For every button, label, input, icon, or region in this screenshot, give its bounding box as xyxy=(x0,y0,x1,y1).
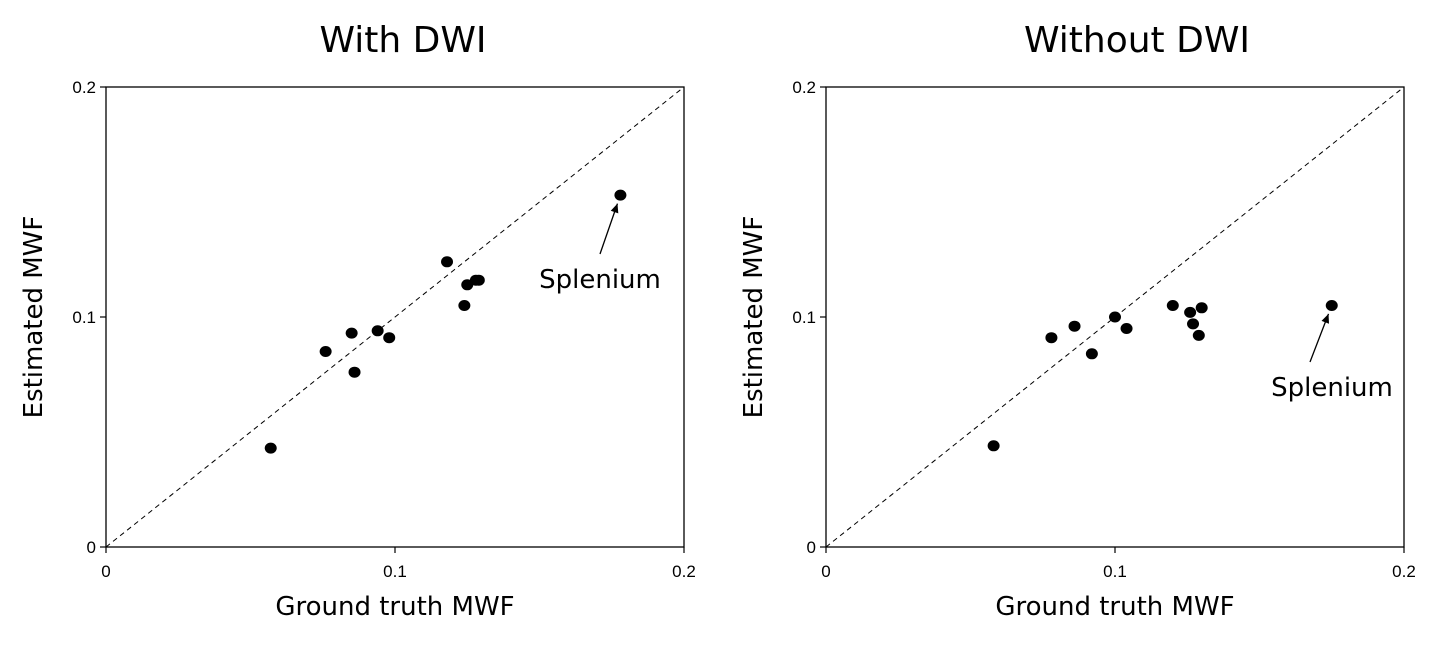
data-point xyxy=(1109,311,1121,323)
panel-without-dwi: Without DWI 0 0.1 0.2 0 0.1 0.2 Ground truth MW… xyxy=(739,20,1416,622)
data-point xyxy=(614,189,627,201)
x-tick-label: 0.2 xyxy=(672,562,696,581)
data-point xyxy=(383,332,396,344)
data-point xyxy=(264,442,277,454)
data-point xyxy=(1085,348,1098,360)
data-point xyxy=(1045,332,1058,344)
x-axis-label: Ground truth MWF xyxy=(995,592,1234,622)
annotation-label: Splenium xyxy=(1271,373,1393,403)
data-point xyxy=(472,274,485,286)
y-axis-label: Estimated MWF xyxy=(739,216,769,419)
annotation-label: Splenium xyxy=(539,265,661,295)
data-point xyxy=(458,300,471,311)
data-point xyxy=(1166,300,1179,311)
data-point xyxy=(348,366,361,378)
identity-line xyxy=(105,86,685,548)
data-point xyxy=(1068,320,1081,332)
data-point xyxy=(461,279,474,291)
x-tick-label: 0.2 xyxy=(1392,562,1416,581)
annotation-arrowhead xyxy=(610,203,619,214)
data-point xyxy=(441,256,454,268)
x-tick-label: 0.1 xyxy=(383,562,407,581)
data-point xyxy=(1325,300,1338,311)
data-point xyxy=(1184,306,1197,318)
data-point xyxy=(319,346,332,357)
data-point xyxy=(1187,318,1200,330)
y-tick-label: 0.2 xyxy=(792,78,816,97)
y-tick-label: 0 xyxy=(87,538,96,557)
x-tick-label: 0 xyxy=(821,562,830,581)
y-tick-label: 0.1 xyxy=(72,308,96,327)
x-tick-label: 0 xyxy=(101,562,110,581)
chart-title: Without DWI xyxy=(1024,20,1250,61)
data-point xyxy=(371,325,384,337)
y-tick-label: 0 xyxy=(807,538,816,557)
data-point xyxy=(345,327,358,339)
chart-title: With DWI xyxy=(319,20,486,61)
y-tick-label: 0.1 xyxy=(792,308,816,327)
y-tick-label: 0.2 xyxy=(72,78,96,97)
y-axis-label: Estimated MWF xyxy=(19,216,49,419)
data-point xyxy=(1120,323,1133,334)
x-tick-label: 0.1 xyxy=(1103,562,1127,581)
data-point xyxy=(1195,302,1208,314)
annotation-arrowhead xyxy=(1321,313,1330,324)
data-point xyxy=(987,440,1000,452)
panel-with-dwi: With DWI 0 0.1 0.2 0 0.1 0.2 Ground truth MWF Es… xyxy=(19,20,696,622)
x-axis-label: Ground truth MWF xyxy=(275,592,514,622)
data-point xyxy=(1192,329,1205,341)
